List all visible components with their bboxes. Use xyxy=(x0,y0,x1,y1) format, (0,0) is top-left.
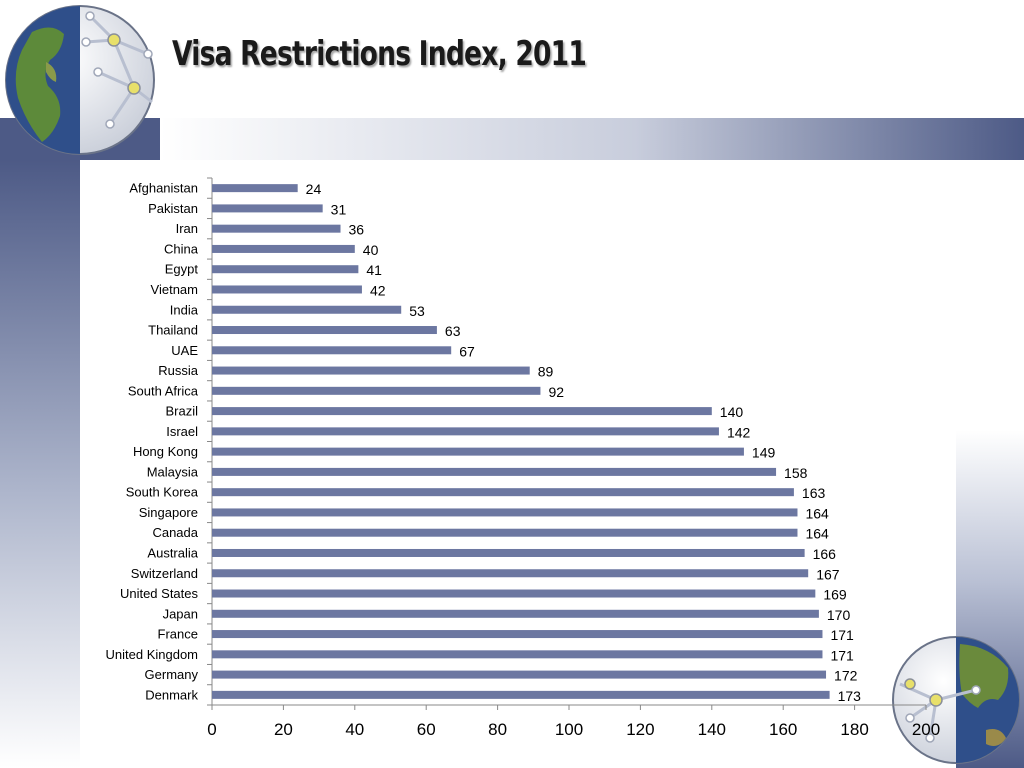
data-label: 169 xyxy=(823,587,847,603)
data-label: 63 xyxy=(445,323,461,339)
data-label: 53 xyxy=(409,303,425,319)
visa-restrictions-bar-chart: 0 20 40 60 80 100 120 140 160 180 200 Afghanistan 24… xyxy=(106,177,940,739)
bar-japan xyxy=(212,609,819,618)
bar-australia xyxy=(212,548,805,557)
bar-russia xyxy=(212,366,530,375)
data-label: 36 xyxy=(349,222,365,238)
category-label: South Africa xyxy=(128,383,199,398)
category-label: UAE xyxy=(171,343,198,358)
bar-thailand xyxy=(212,326,437,335)
bar-denmark xyxy=(212,690,830,699)
bar-israel xyxy=(212,427,719,436)
data-label: 31 xyxy=(331,201,347,217)
data-label: 164 xyxy=(805,526,829,542)
category-label: United States xyxy=(120,586,199,601)
data-label: 167 xyxy=(816,566,840,582)
data-label: 166 xyxy=(813,546,837,562)
bar-hong-kong xyxy=(212,447,744,456)
data-label: 92 xyxy=(548,384,564,400)
x-tick-label: 40 xyxy=(345,720,364,739)
category-label: Australia xyxy=(147,545,198,560)
header-gradient-band xyxy=(160,118,1024,160)
bar-uae xyxy=(212,346,452,355)
bar-egypt xyxy=(212,265,359,274)
bar-united-states xyxy=(212,589,816,598)
bar-france xyxy=(212,630,823,639)
x-tick-label: 60 xyxy=(417,720,436,739)
category-label: Singapore xyxy=(139,505,198,520)
category-label: Brazil xyxy=(165,404,198,419)
category-label: Malaysia xyxy=(147,464,199,479)
bar-iran xyxy=(212,224,341,233)
x-tick-label: 140 xyxy=(698,720,726,739)
data-label: 149 xyxy=(752,445,776,461)
x-tick-label: 180 xyxy=(840,720,868,739)
x-tick-label: 20 xyxy=(274,720,293,739)
category-label: Germany xyxy=(145,667,199,682)
bar-germany xyxy=(212,670,827,679)
category-label: Japan xyxy=(163,606,198,621)
data-label: 142 xyxy=(727,424,751,440)
category-label: Iran xyxy=(176,221,198,236)
category-label: Russia xyxy=(158,363,199,378)
category-label: Egypt xyxy=(165,262,199,277)
category-label: Switzerland xyxy=(131,566,198,581)
x-tick-label: 120 xyxy=(626,720,654,739)
data-label: 140 xyxy=(720,404,744,420)
left-gradient-band xyxy=(0,160,80,768)
bar-united-kingdom xyxy=(212,650,823,659)
category-label: Israel xyxy=(166,424,198,439)
data-label: 164 xyxy=(805,505,829,521)
data-label: 41 xyxy=(366,262,382,278)
category-label: Vietnam xyxy=(151,282,198,297)
data-label: 89 xyxy=(538,364,554,380)
globe-network-asia-icon xyxy=(892,636,1020,764)
category-label: China xyxy=(164,241,199,256)
bar-singapore xyxy=(212,508,798,517)
x-tick-label: 100 xyxy=(555,720,583,739)
x-tick-label: 200 xyxy=(912,720,940,739)
x-tick-label: 80 xyxy=(488,720,507,739)
data-label: 171 xyxy=(830,647,854,663)
data-label: 67 xyxy=(459,343,475,359)
bar-malaysia xyxy=(212,467,777,476)
bar-south-korea xyxy=(212,488,794,497)
bar-india xyxy=(212,305,402,314)
data-label: 163 xyxy=(802,485,826,501)
data-label: 172 xyxy=(834,668,858,684)
category-label: Pakistan xyxy=(148,201,198,216)
globe-network-americas-icon xyxy=(5,5,155,155)
bar-canada xyxy=(212,528,798,537)
bar-china xyxy=(212,244,355,253)
data-label: 40 xyxy=(363,242,379,258)
x-tick-label: 160 xyxy=(769,720,797,739)
category-label: Afghanistan xyxy=(129,181,198,196)
slide-title: Visa Restrictions Index, 2011 xyxy=(172,34,587,74)
data-label: 173 xyxy=(838,688,862,704)
bar-pakistan xyxy=(212,204,323,213)
bar-afghanistan xyxy=(212,184,298,193)
category-label: United Kingdom xyxy=(106,647,199,662)
data-label: 24 xyxy=(306,181,322,197)
category-label: France xyxy=(158,627,198,642)
bar-brazil xyxy=(212,407,712,416)
bar-switzerland xyxy=(212,569,809,578)
category-label: South Korea xyxy=(126,485,199,500)
data-label: 42 xyxy=(370,282,386,298)
category-label: Hong Kong xyxy=(133,444,198,459)
category-label: India xyxy=(170,302,199,317)
bar-vietnam xyxy=(212,285,362,294)
data-label: 171 xyxy=(830,627,854,643)
bar-south-africa xyxy=(212,386,541,395)
category-label: Denmark xyxy=(145,687,198,702)
data-label: 158 xyxy=(784,465,808,481)
x-tick-label: 0 xyxy=(207,720,216,739)
category-label: Canada xyxy=(152,525,198,540)
data-label: 170 xyxy=(827,607,851,623)
category-label: Thailand xyxy=(148,323,198,338)
